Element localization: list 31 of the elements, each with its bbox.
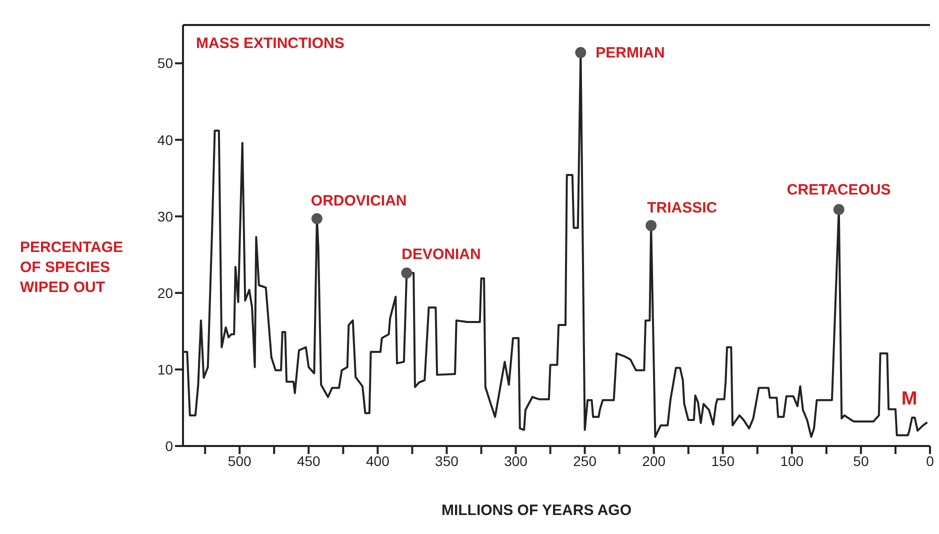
x-tick-label: 150 bbox=[711, 452, 735, 469]
point bbox=[575, 47, 586, 58]
x-tick-label: 400 bbox=[366, 452, 390, 469]
x-axis-title: MILLIONS OF YEARS AGO bbox=[440, 502, 632, 519]
annotation: TRIASSIC bbox=[647, 200, 718, 217]
y-tick-label: 40 bbox=[157, 132, 174, 148]
x-tick-label: 350 bbox=[435, 452, 459, 469]
x-tick-label: 200 bbox=[642, 452, 666, 469]
annotation: ORDOVICIAN bbox=[310, 192, 407, 210]
y-tick-label: 20 bbox=[157, 284, 174, 301]
point bbox=[311, 213, 322, 224]
x-tick-label: 100 bbox=[780, 452, 804, 469]
x-tick-label: 50 bbox=[853, 452, 869, 469]
y-tick-label: 10 bbox=[157, 361, 174, 378]
y-tick-label: 0 bbox=[165, 438, 174, 454]
x-tick-label: 300 bbox=[504, 452, 528, 469]
text: MASS EXTINCTIONS bbox=[196, 35, 344, 52]
point bbox=[401, 268, 412, 279]
annotation: CRETACEOUS bbox=[786, 181, 891, 198]
x-tick-label: 0 bbox=[926, 452, 934, 469]
annotation: PERMIAN bbox=[596, 44, 665, 62]
point bbox=[646, 220, 657, 232]
y-tick-label: 50 bbox=[157, 55, 174, 72]
x-tick-label: 250 bbox=[573, 452, 597, 469]
annotation: DEVONIAN bbox=[402, 246, 481, 264]
y-tick-label: 30 bbox=[157, 208, 174, 224]
annotation: M bbox=[901, 388, 918, 410]
x-tick-label: 450 bbox=[296, 452, 321, 469]
x-tick-label: 500 bbox=[228, 452, 252, 469]
point bbox=[833, 204, 844, 215]
y-axis-title: PERCENTAGE OF SPECIES WIPED OUT bbox=[20, 238, 124, 298]
